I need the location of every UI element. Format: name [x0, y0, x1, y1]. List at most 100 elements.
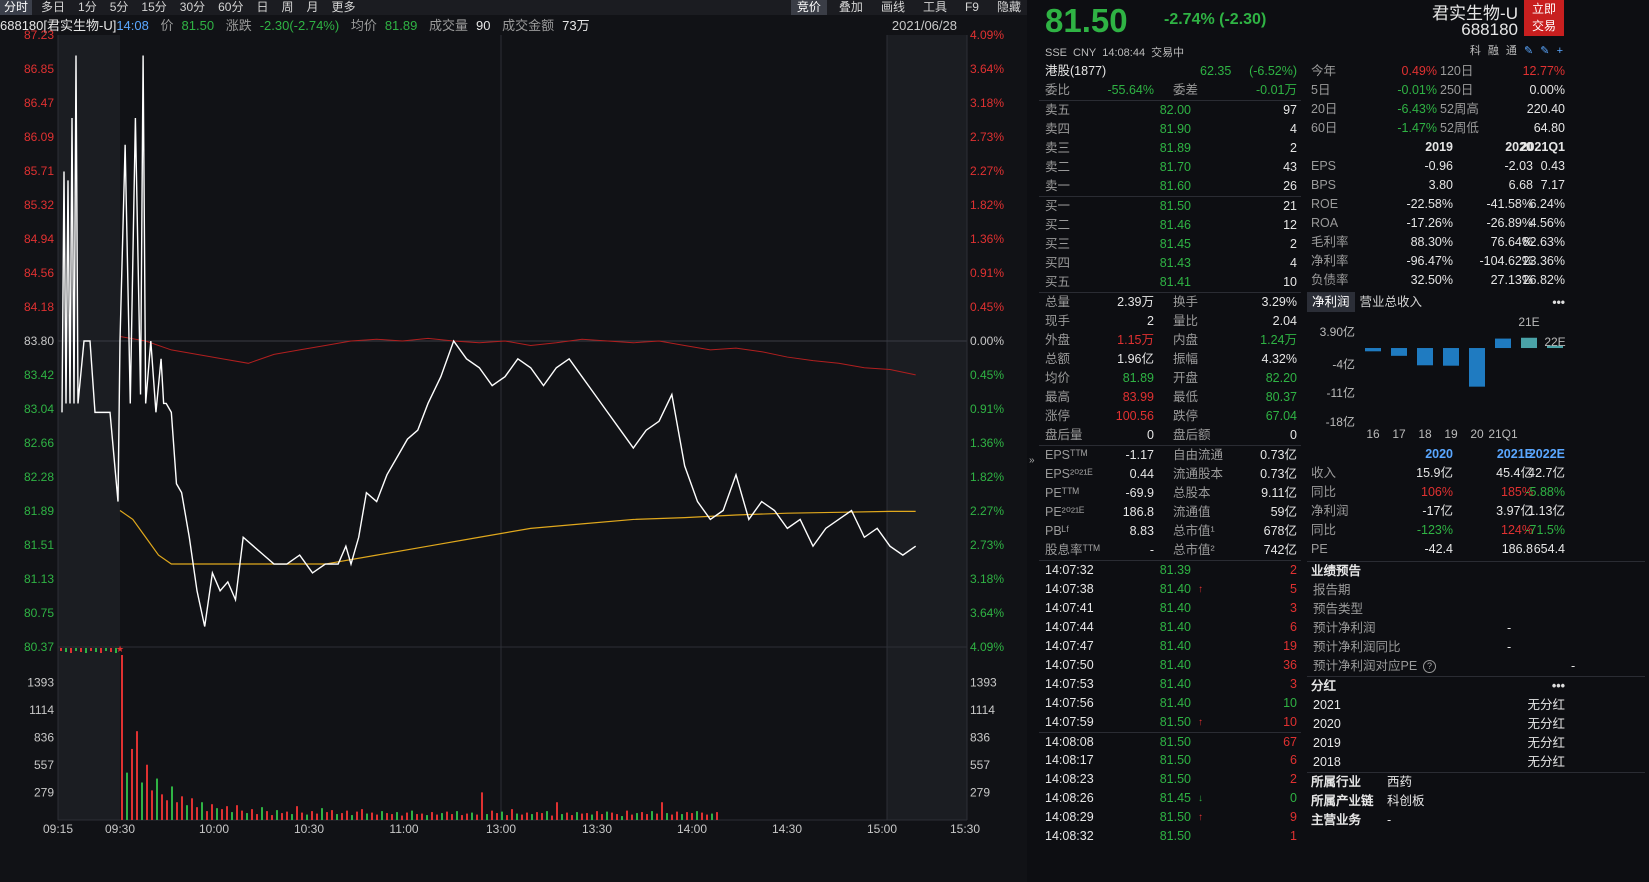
profit-more-icon[interactable]: ••• — [1552, 295, 1565, 309]
volume-bar — [256, 814, 258, 820]
panel-collapse-strip[interactable]: » — [1027, 0, 1039, 882]
ask-row[interactable]: 卖二 81.70 43 — [1039, 158, 1301, 177]
add-icon[interactable]: + — [1556, 45, 1565, 57]
after-hours-shade — [887, 35, 967, 820]
avg-label: 均价 — [350, 18, 377, 33]
fin-value: 6.68 — [1508, 178, 1533, 192]
ask-row[interactable]: 卖三 81.89 2 — [1039, 139, 1301, 158]
level-label: 买三 — [1045, 237, 1071, 251]
fin-label: EPS — [1311, 159, 1337, 173]
tick-row: 14:07:41 81.40 3 — [1039, 599, 1301, 618]
forecast-row: 净利润 -17亿 3.97亿 1.13亿 — [1307, 502, 1649, 521]
volume-bar — [136, 731, 138, 820]
volume-bar — [216, 808, 218, 820]
period-tab[interactable]: 分时 — [0, 0, 33, 15]
valuation-label: EPSᵀᵀᴹ — [1045, 448, 1088, 462]
tick-volume: 0 — [1290, 791, 1297, 805]
volume-bar — [421, 813, 423, 820]
chart-tool-tab[interactable]: 工具 — [922, 0, 947, 14]
period-tab[interactable]: 周 — [281, 0, 294, 14]
valuation-label: PEᵀᵀᴹ — [1045, 486, 1079, 500]
period-tab[interactable]: 更多 — [331, 0, 356, 14]
tick-list[interactable]: 14:07:32 81.39 2 14:07:38 81.40 ↑ 5 14:07:41 81.… — [1039, 561, 1301, 846]
stat-label: 量比 — [1173, 314, 1199, 328]
dividend-more-icon[interactable]: ••• — [1551, 679, 1565, 693]
bid-row[interactable]: 买五 81.41 10 — [1039, 273, 1301, 292]
info-volume: 90 — [476, 18, 491, 33]
ask-row[interactable]: 卖四 81.90 4 — [1039, 120, 1301, 139]
fin-value: 76.64% — [1490, 235, 1533, 249]
level-label: 卖五 — [1045, 103, 1071, 117]
fin-row: BPS 3.80 6.68 7.17 — [1307, 176, 1649, 195]
chart-tool-tab[interactable]: 隐藏 — [996, 0, 1021, 14]
volume-bar — [196, 807, 198, 820]
bid-row[interactable]: 买二 81.46 12 — [1039, 216, 1301, 235]
profit-tab[interactable]: 净利润 — [1307, 292, 1355, 312]
chain-value[interactable]: 科创板 — [1387, 794, 1425, 808]
chart-tool-tab[interactable]: 叠加 — [838, 0, 863, 14]
trade-btn-line1: 立即 — [1531, 2, 1556, 16]
intraday-chart-svg[interactable]: 87.23 86.85 86.47 86.09 85.71 85.32 84.94 84.56… — [0, 0, 1027, 882]
profit-bar — [1443, 348, 1459, 366]
period-tab[interactable]: 15分 — [141, 0, 167, 14]
profit-tab[interactable]: 营业总收入 — [1359, 295, 1423, 309]
edit-icon[interactable]: ✎ — [1524, 45, 1536, 57]
industry-value[interactable]: 西药 — [1387, 775, 1413, 789]
ask-row[interactable]: 卖五 82.00 97 — [1039, 101, 1301, 120]
bid-row[interactable]: 买三 81.45 2 — [1039, 235, 1301, 254]
period-tab[interactable]: 5分 — [109, 0, 129, 14]
tick-row: 14:07:32 81.39 2 — [1039, 561, 1301, 580]
period-tab[interactable]: 30分 — [179, 0, 206, 14]
tick-time: 14:08:32 — [1045, 829, 1094, 843]
fin-value: 4.56% — [1529, 216, 1565, 230]
volume-bar — [341, 813, 343, 820]
period-tab[interactable]: 日 — [256, 0, 269, 14]
period-tab[interactable]: 60分 — [218, 0, 244, 14]
chart-tool-tab[interactable]: F9 — [964, 0, 979, 14]
business-label: 主营业务 — [1311, 813, 1362, 827]
perf-row: 今年 0.49% 120日 12.77% — [1307, 62, 1649, 81]
stat-value: 1.96亿 — [1117, 352, 1154, 366]
volume-bar — [426, 815, 428, 820]
bid-row[interactable]: 买四 81.43 4 — [1039, 254, 1301, 273]
stat-label: 外盘 — [1045, 333, 1071, 347]
auction-volume-bar — [110, 648, 112, 652]
fin-value: -0.96 — [1424, 159, 1454, 173]
valuation-row: PBᴸᶠ 8.83 总市值¹ 678亿 — [1039, 522, 1301, 541]
level-label: 买二 — [1045, 218, 1071, 232]
period-tab[interactable]: 月 — [306, 0, 319, 14]
period-tab[interactable]: 多日 — [41, 0, 66, 14]
volume-bar — [336, 814, 338, 820]
tick-row: 14:08:08 81.50 67 — [1039, 732, 1301, 751]
auction-volume-bar — [60, 648, 62, 651]
price-axis-label: 81.51 — [24, 538, 54, 552]
volume-bar — [226, 806, 228, 820]
forecast-row: 收入 15.9亿 45.4亿 42.7亿 — [1307, 464, 1649, 483]
volume-bar — [416, 814, 418, 820]
volume-axis-label: 1393 — [27, 676, 54, 690]
volume-bar — [156, 778, 158, 820]
fin-value: 3.80 — [1428, 178, 1453, 192]
volume-bar — [621, 816, 623, 820]
volume-bar — [191, 798, 193, 820]
stats-list: 总量 2.39万 换手 3.29% 现手 2 量比 2.04 外盘 1.15万 内盘 1.24万 总额 1… — [1039, 293, 1301, 445]
ask-row[interactable]: 卖一 81.60 26 — [1039, 177, 1301, 196]
period-tab[interactable]: 1分 — [78, 0, 97, 14]
tick-volume: 10 — [1283, 715, 1297, 729]
chart-tool-tab[interactable]: 竞价 — [790, 0, 827, 15]
pct-axis-label: 3.64% — [970, 62, 1004, 76]
dividend-value: 无分红 — [1527, 736, 1565, 750]
forecast-value: 45.4亿 — [1496, 466, 1533, 480]
tick-volume: 3 — [1290, 677, 1297, 691]
bid-row[interactable]: 买一 81.50 21 — [1039, 197, 1301, 216]
help-icon[interactable]: ? — [1423, 660, 1436, 673]
stats-row: 总额 1.96亿 振幅 4.32% — [1039, 350, 1301, 369]
edit-icon-2[interactable]: ✎ — [1540, 45, 1552, 57]
tick-time: 14:08:17 — [1045, 753, 1094, 767]
dividend-value: 无分红 — [1527, 717, 1565, 731]
trade-now-button[interactable]: 立即 交易 — [1524, 0, 1564, 36]
volume-bar — [511, 809, 513, 820]
tick-price: 81.40 — [1159, 639, 1191, 653]
collapse-arrow-icon[interactable]: » — [1029, 455, 1035, 466]
chart-tool-tab[interactable]: 画线 — [880, 0, 905, 14]
